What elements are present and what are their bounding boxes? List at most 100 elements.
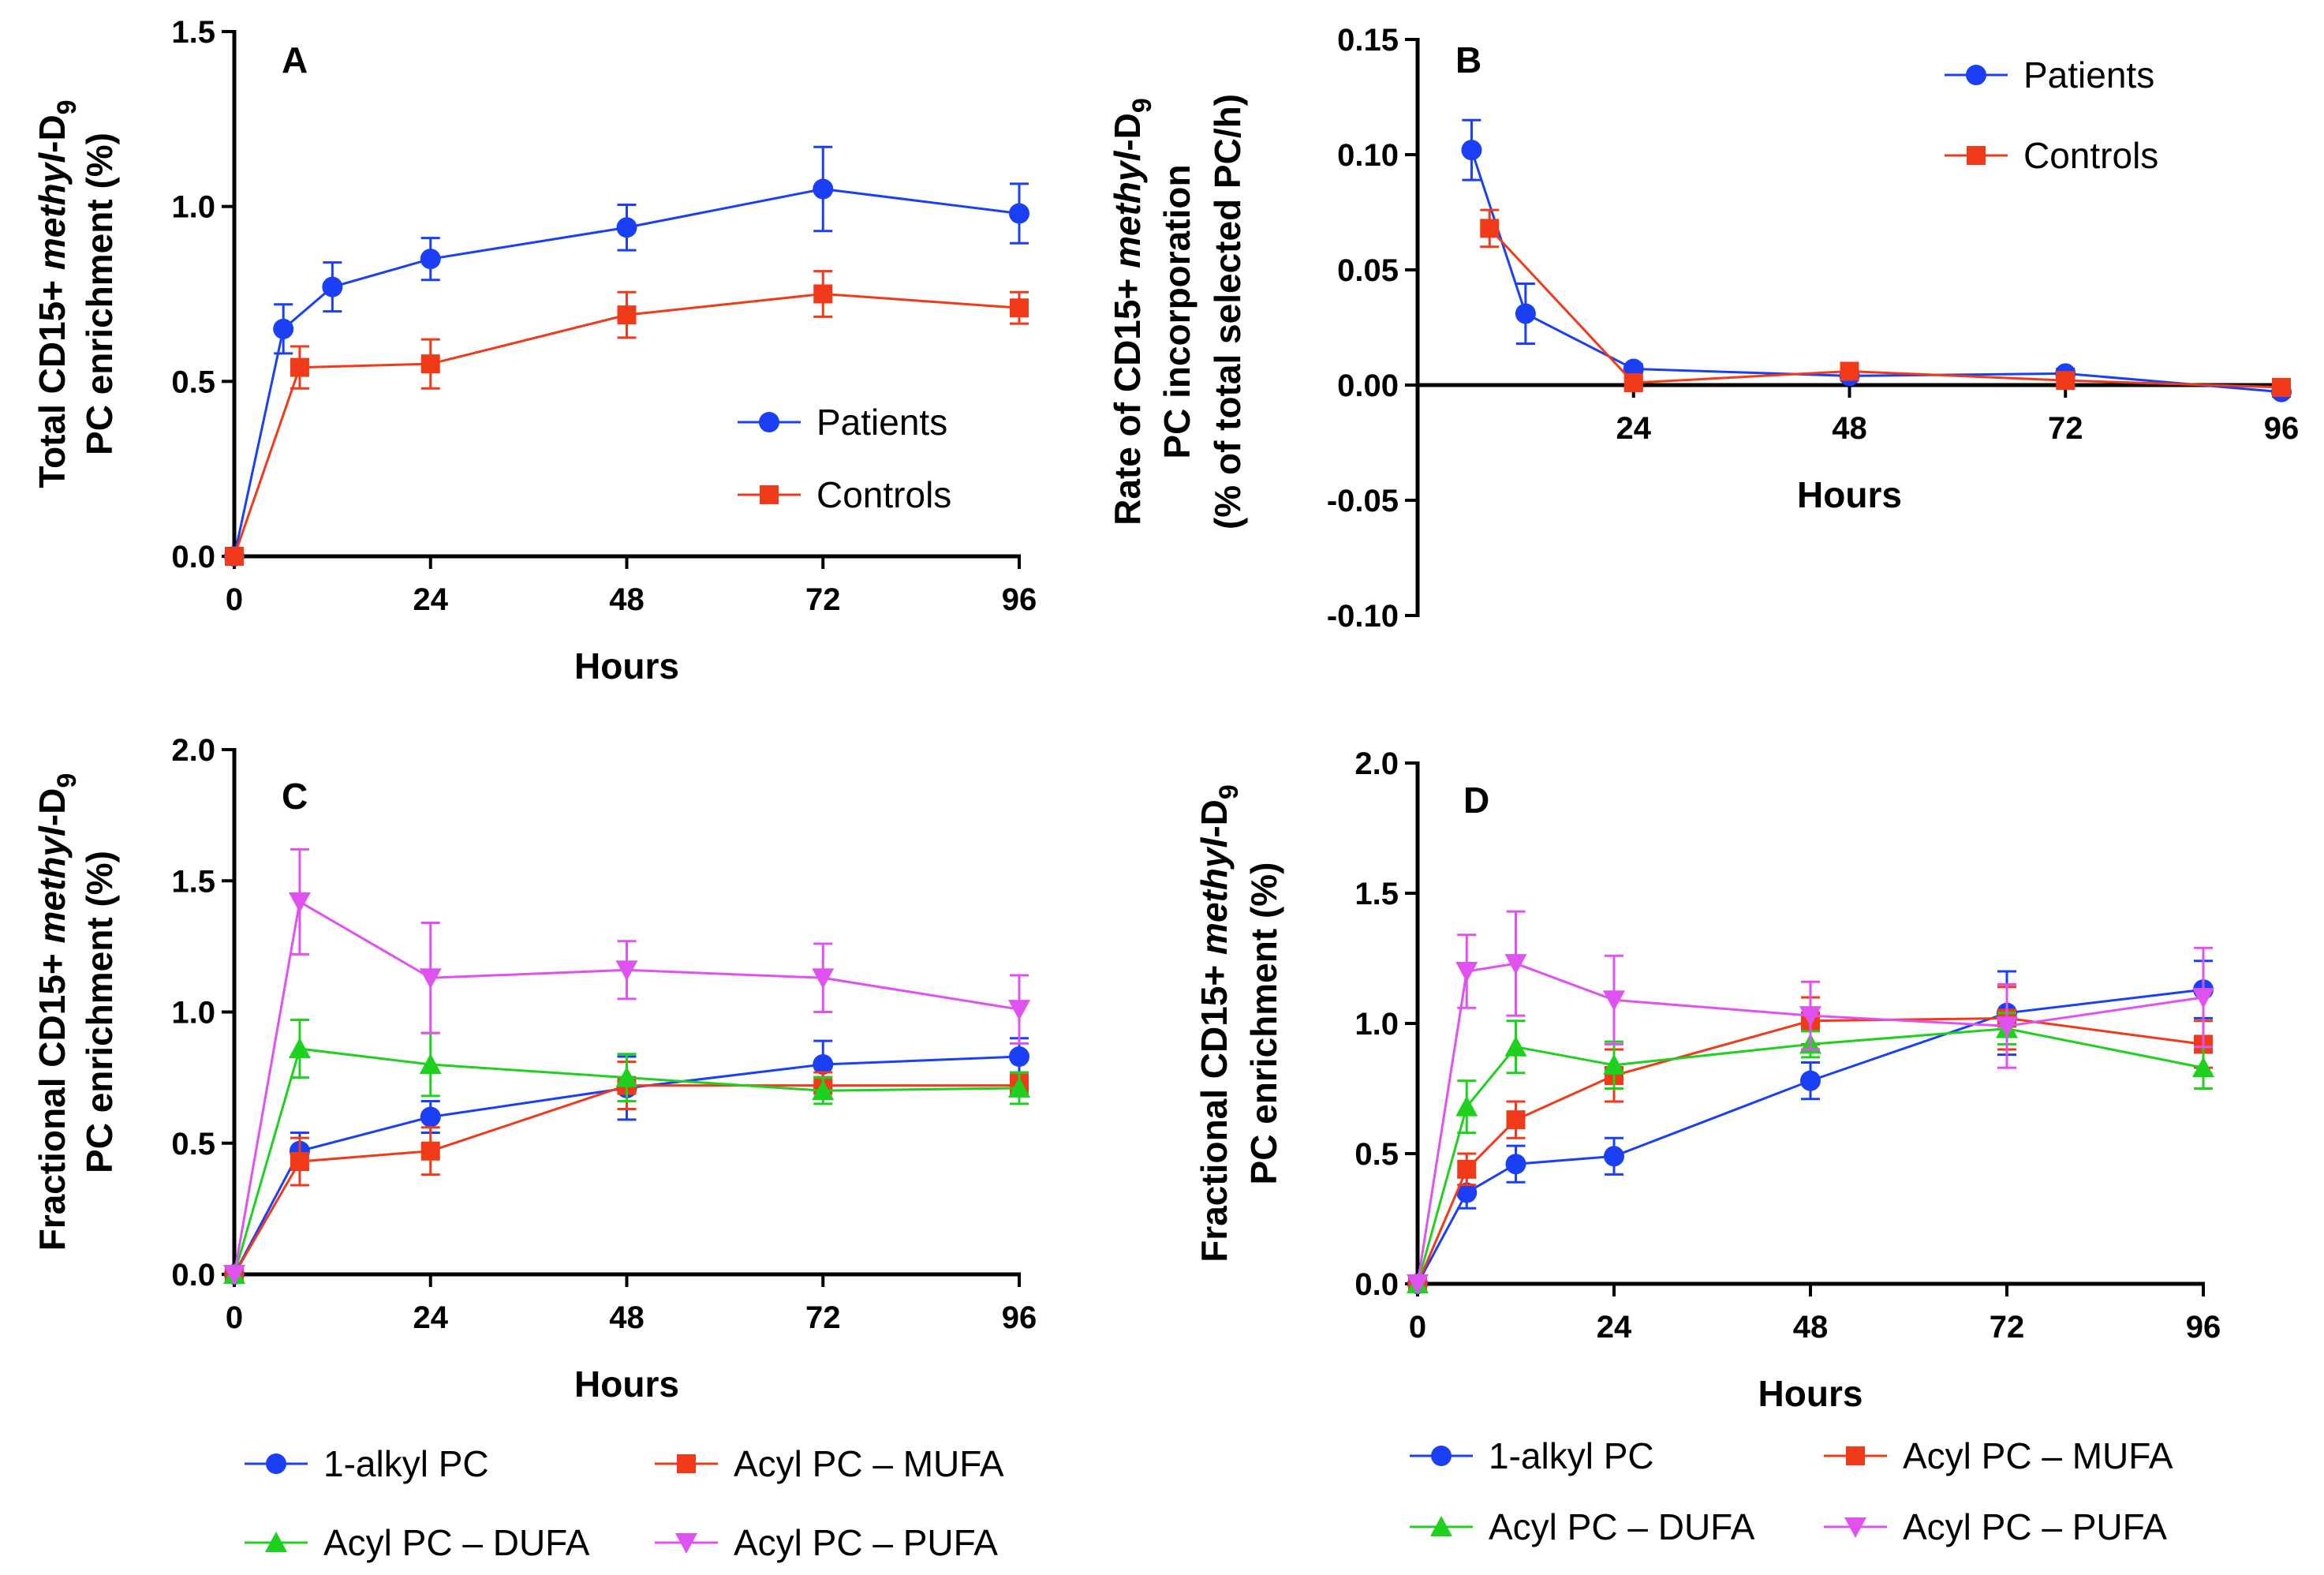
x-tick-label: 96 (1002, 582, 1037, 617)
chart-panel-c: 0.0 0.5 1.0 1.5 2.0 0 24 48 72 96 Hours Fractional … (32, 733, 1037, 1563)
data-point (1009, 1046, 1029, 1068)
x-tick-label: 0 (226, 582, 243, 617)
legend-label: Acyl PC – MUFA (734, 1443, 1004, 1484)
x-tick-label: 72 (805, 582, 841, 617)
data-point (1604, 1146, 1624, 1167)
data-point (813, 178, 834, 200)
legend-marker (1967, 146, 1986, 165)
data-point (812, 968, 835, 990)
legend: 1-alkyl PC Acyl PC – MUFA Acyl PC – DUFA Ac… (245, 1443, 1004, 1563)
y-title-part: methyl (1107, 150, 1148, 267)
y-tick-label: 1.5 (171, 864, 215, 899)
legend-label: Patients (816, 402, 947, 443)
data-point (1455, 962, 1478, 982)
legend-label: Acyl PC – PUFA (1903, 1506, 2167, 1547)
series-acyl-pc-pufa (223, 847, 1030, 1285)
data-point (1455, 1095, 1478, 1117)
y-title-part: methyl (32, 152, 73, 270)
y-tick-label: 0.10 (1337, 138, 1399, 173)
series-acyl-pc-dufa (1407, 1012, 2214, 1293)
data-point (813, 284, 833, 304)
series-line (233, 900, 1020, 1275)
data-point (419, 1053, 442, 1074)
y-title-part: Fractional CD15+ (1194, 955, 1235, 1263)
data-point (322, 276, 343, 297)
chart-panel-d: 0.0 0.5 1.0 1.5 2.0 0 24 48 72 96 Hours Fractional … (1194, 746, 2221, 1547)
x-axis-title: Hours (1797, 474, 1902, 515)
data-point (1603, 1053, 1625, 1075)
x-tick-label: 24 (413, 1300, 449, 1335)
y-title-subscript: 9 (52, 773, 82, 788)
y-title-subscript: 9 (52, 99, 82, 114)
legend-item: Acyl PC – PUFA (655, 1522, 998, 1563)
y-axis-title: PC enrichment (%) (79, 851, 120, 1173)
y-title-part: Rate of CD15+ (1107, 268, 1148, 526)
y-title-part: -D (32, 114, 73, 153)
y-tick-label: 0.0 (1354, 1267, 1399, 1302)
legend-marker (1844, 1517, 1866, 1538)
y-tick-label: 0.00 (1337, 368, 1399, 403)
data-point (812, 1079, 835, 1101)
data-point (1623, 373, 1643, 393)
y-title-part: -D (32, 788, 73, 827)
y-axis-title: Total CD15+ methyl-D9 (32, 99, 82, 488)
y-tick-label: -0.05 (1327, 484, 1399, 518)
data-point (1008, 1000, 1030, 1021)
legend-label: 1-alkyl PC (1489, 1435, 1654, 1476)
legend-label: Acyl PC – PUFA (734, 1522, 998, 1563)
data-point (1504, 1035, 1527, 1057)
legend-label: Acyl PC – DUFA (323, 1522, 590, 1563)
x-tick-label: 24 (413, 582, 449, 617)
data-point (1515, 303, 1536, 324)
x-tick-label: 48 (609, 1300, 645, 1335)
legend-marker (760, 485, 779, 504)
y-title-subscript: 9 (1214, 784, 1244, 799)
data-point (1603, 990, 1625, 1012)
data-point (1008, 1076, 1030, 1098)
data-point (1996, 1016, 2018, 1038)
legend-marker (1966, 65, 1986, 85)
legend-label: Controls (816, 474, 951, 515)
data-point (1010, 298, 1029, 318)
y-axis-title: (% of total selected PC/h) (1207, 94, 1248, 529)
data-point (1009, 203, 1029, 224)
legend-item: Acyl PC – PUFA (1824, 1506, 2167, 1547)
y-axis-title: PC incorporation (1156, 164, 1197, 458)
series-controls (1480, 208, 2291, 397)
data-point (615, 1066, 638, 1087)
y-title-part: -D (1194, 799, 1235, 838)
x-tick-label: 24 (1616, 411, 1652, 446)
legend-marker (265, 1532, 287, 1552)
data-point (420, 249, 441, 270)
legend-item: Patients (738, 402, 947, 443)
y-tick-label: 0.5 (1354, 1137, 1399, 1172)
data-point (420, 1141, 440, 1161)
legend-item: Controls (738, 474, 951, 515)
series-line (233, 1084, 1019, 1275)
x-tick-label: 48 (1832, 411, 1867, 446)
legend-item: Controls (1945, 135, 2158, 176)
data-point (616, 217, 637, 238)
data-point (1480, 219, 1500, 238)
data-point (617, 305, 637, 325)
series-acyl-pc-pufa (1407, 910, 2214, 1295)
legend-label: Acyl PC – DUFA (1489, 1506, 1755, 1547)
series-line (233, 1047, 1020, 1275)
data-point (288, 1038, 311, 1059)
data-point (2192, 988, 2214, 1008)
data-point (2056, 371, 2076, 391)
y-axis-title: Fractional CD15+ methyl-D9 (32, 773, 82, 1251)
data-point (290, 1152, 309, 1172)
y-tick-label: 1.5 (171, 15, 215, 50)
data-point (223, 1265, 245, 1285)
legend-marker (1431, 1446, 1452, 1466)
y-axis-title: Rate of CD15+ methyl-D9 (1107, 98, 1157, 526)
data-point (420, 1106, 441, 1128)
x-tick-label: 96 (2264, 411, 2300, 446)
legend-marker (677, 1454, 696, 1473)
series-line (1470, 149, 2282, 394)
y-tick-label: 0.5 (171, 365, 215, 399)
x-tick-label: 0 (226, 1300, 243, 1335)
x-tick-label: 48 (609, 582, 645, 617)
